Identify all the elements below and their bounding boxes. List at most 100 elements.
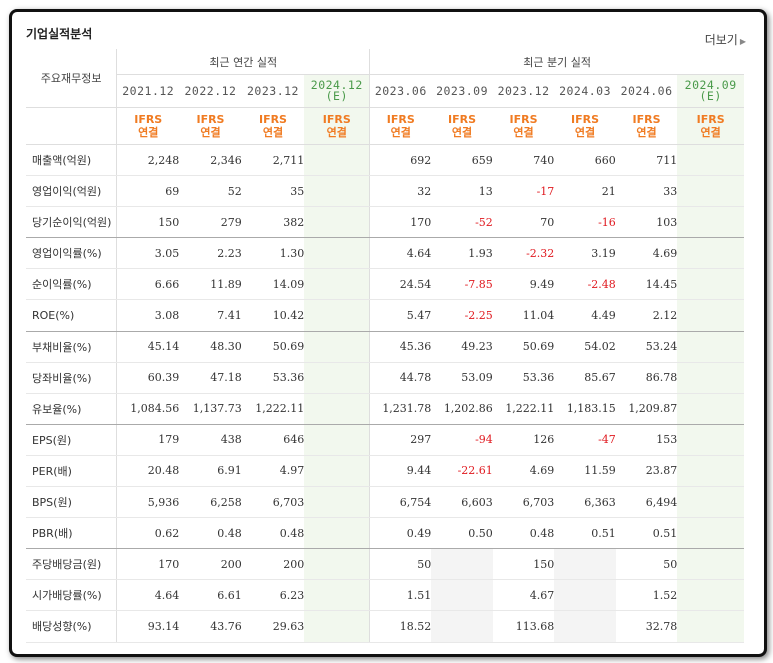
table-row: ROE(%) 3.08 7.41 10.42 5.47 -2.25 11.04 4.49 2.1… xyxy=(26,299,744,332)
value-cell: 5.47 xyxy=(369,299,432,332)
value-cell xyxy=(677,362,744,394)
value-cell: 48.30 xyxy=(179,331,242,363)
table-row: 영업이익(억원) 69 52 35 32 13 -17 21 33 xyxy=(26,175,744,208)
ifrs-badge: IFRS 연결 xyxy=(241,107,305,145)
ifrs-top: IFRS xyxy=(322,113,351,126)
quarter-estimate-header: 2024.09 (E) xyxy=(677,74,744,108)
value-cell: 711 xyxy=(615,144,678,177)
value-cell: 35 xyxy=(241,175,305,208)
value-cell: 1,222.11 xyxy=(241,393,305,425)
value-cell: 53.24 xyxy=(615,331,678,363)
value-cell: 0.50 xyxy=(431,517,493,550)
value-cell: 52 xyxy=(179,175,242,208)
value-cell xyxy=(304,548,370,581)
value-cell: 50 xyxy=(615,548,678,581)
value-cell: 43.76 xyxy=(179,610,242,643)
value-cell: 6,494 xyxy=(615,486,678,519)
estimate-flag: (E) xyxy=(325,88,348,103)
annual-period-header: 2021.12 xyxy=(116,74,180,108)
value-cell: 11.04 xyxy=(492,299,555,332)
row-label: 배당성향(%) xyxy=(26,610,118,643)
value-cell: 14.45 xyxy=(615,268,678,301)
table-row: 시가배당률(%) 4.64 6.61 6.23 1.51 4.67 1.52 xyxy=(26,579,744,612)
quarter-period-header: 2024.03 xyxy=(554,74,616,108)
value-cell xyxy=(304,299,370,332)
estimate-flag: (E) xyxy=(699,88,722,103)
ifrs-bottom: 연결 xyxy=(138,126,159,139)
value-cell: 0.62 xyxy=(116,517,180,550)
table-row: EPS(원) 179 438 646 297 -94 126 -47 153 xyxy=(26,424,744,456)
value-cell xyxy=(554,548,616,581)
value-cell: 692 xyxy=(369,144,432,177)
value-cell: 32.78 xyxy=(615,610,678,643)
value-cell xyxy=(677,268,744,301)
value-cell xyxy=(677,610,744,643)
quarter-period-header: 2023.09 xyxy=(431,74,493,108)
table-row: PBR(배) 0.62 0.48 0.48 0.49 0.50 0.48 0.51 0.51 xyxy=(26,517,744,550)
value-cell: -2.32 xyxy=(492,237,555,270)
value-cell: -16 xyxy=(554,206,616,239)
table-row: 당좌비율(%) 60.39 47.18 53.36 44.78 53.09 53.36 85.… xyxy=(26,362,744,394)
value-cell: 6.61 xyxy=(179,579,242,612)
value-cell xyxy=(677,424,744,456)
value-cell xyxy=(304,268,370,301)
row-label: ROE(%) xyxy=(26,299,118,332)
ifrs-top: IFRS xyxy=(258,113,287,126)
value-cell: 20.48 xyxy=(116,455,180,488)
value-cell: 0.51 xyxy=(615,517,678,550)
value-cell: 103 xyxy=(615,206,678,239)
value-cell: 53.36 xyxy=(241,362,305,394)
value-cell: 6.66 xyxy=(116,268,180,301)
more-link-label: 더보기 xyxy=(704,33,738,47)
value-cell: 14.09 xyxy=(241,268,305,301)
value-cell: 1,209.87 xyxy=(615,393,678,425)
estimate-period: 2024.09 xyxy=(684,77,737,92)
ifrs-badge-text: IFRS 연결 xyxy=(179,113,242,139)
more-link[interactable]: 더보기 ▶ xyxy=(705,31,746,48)
value-cell xyxy=(554,579,616,612)
value-cell xyxy=(304,486,370,519)
ifrs-top: IFRS xyxy=(632,113,661,126)
value-cell: 200 xyxy=(241,548,305,581)
ifrs-badge: IFRS 연결 xyxy=(369,107,432,145)
value-cell: 23.87 xyxy=(615,455,678,488)
value-cell: 1.30 xyxy=(241,237,305,270)
value-cell xyxy=(677,517,744,550)
ifrs-badge: IFRS 연결 xyxy=(116,107,180,145)
value-cell xyxy=(677,331,744,363)
value-cell: 1,222.11 xyxy=(492,393,555,425)
value-cell: 44.78 xyxy=(369,362,432,394)
value-cell: 86.78 xyxy=(615,362,678,394)
ifrs-bottom: 연결 xyxy=(262,126,284,139)
value-cell xyxy=(431,579,493,612)
value-cell: 21 xyxy=(554,175,616,208)
annual-estimate-header: 2024.12 (E) xyxy=(304,74,370,108)
value-cell: 279 xyxy=(179,206,242,239)
value-cell: 0.49 xyxy=(369,517,432,550)
row-label: 주당배당금(원) xyxy=(26,548,118,581)
value-cell: 5,936 xyxy=(116,486,180,519)
ifrs-bottom: 연결 xyxy=(636,126,657,139)
value-cell: 50 xyxy=(369,548,432,581)
value-cell: 6,703 xyxy=(492,486,555,519)
row-label: 부채비율(%) xyxy=(26,331,118,363)
value-cell: 438 xyxy=(179,424,242,456)
value-cell: 170 xyxy=(369,206,432,239)
value-cell: 4.64 xyxy=(116,579,180,612)
value-cell: 53.36 xyxy=(492,362,555,394)
value-cell: 2,711 xyxy=(241,144,305,177)
ifrs-bottom: 연결 xyxy=(700,126,721,139)
table-row: 주당배당금(원) 170 200 200 50 150 50 xyxy=(26,548,744,581)
value-cell xyxy=(677,455,744,488)
ifrs-badge: IFRS 연결 xyxy=(304,107,370,145)
row-label: PBR(배) xyxy=(26,517,118,550)
value-cell: 0.48 xyxy=(241,517,305,550)
value-cell: 2.23 xyxy=(179,237,242,270)
row-label: 순이익률(%) xyxy=(26,268,118,301)
value-cell: 6,603 xyxy=(431,486,493,519)
ifrs-badge-text: IFRS 연결 xyxy=(117,113,179,139)
annual-estimate-label: 2024.12 (E) xyxy=(311,79,363,103)
value-cell: 50.69 xyxy=(241,331,305,363)
ifrs-top: IFRS xyxy=(696,113,725,126)
value-cell: 4.69 xyxy=(492,455,555,488)
